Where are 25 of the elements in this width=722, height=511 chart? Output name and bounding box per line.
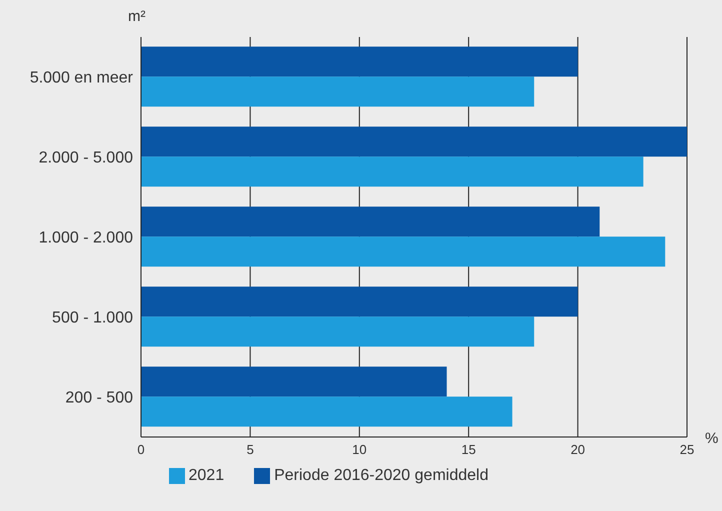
legend-label: 2021 [188, 467, 224, 484]
y-tick-label: 1.000 - 2.000 [38, 230, 134, 247]
x-tick-label: 20 [570, 442, 586, 458]
y-tick-label: 200 - 500 [65, 390, 134, 407]
bar [141, 286, 578, 317]
y-tick-label: 2.000 - 5.000 [38, 150, 134, 167]
y-tick-label: 5.000 en meer [30, 70, 134, 87]
legend-label: Periode 2016-2020 gemiddeld [274, 467, 488, 484]
y-tick-label: 500 - 1.000 [52, 310, 134, 327]
bar [141, 206, 600, 237]
x-tick-label: 25 [680, 442, 694, 458]
x-tick-label: 10 [352, 442, 367, 458]
bar [141, 76, 534, 107]
bar [141, 316, 534, 347]
x-tick-label: 5 [246, 442, 254, 458]
bar [141, 236, 666, 267]
x-axis-title: % [705, 430, 718, 447]
bar [141, 156, 644, 187]
bar [141, 46, 578, 77]
y-axis-title: m² [128, 8, 146, 25]
bar [141, 396, 512, 427]
x-tick-label: 15 [461, 442, 476, 458]
bar [141, 366, 447, 397]
x-tick-label: 0 [137, 442, 145, 458]
bar [141, 126, 687, 157]
